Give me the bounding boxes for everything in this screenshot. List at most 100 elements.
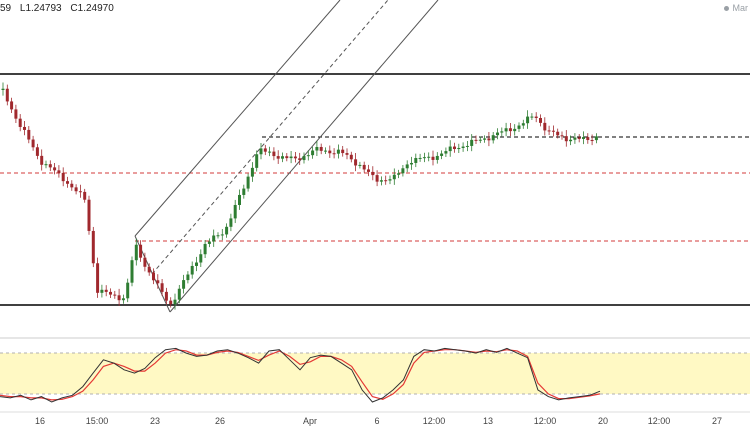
candle-body xyxy=(35,147,39,156)
candle-body xyxy=(57,170,61,173)
candle-body xyxy=(517,125,521,129)
candle-body xyxy=(379,180,383,182)
candle-body xyxy=(246,176,250,189)
candle-body xyxy=(328,150,332,154)
candle-body xyxy=(259,148,263,155)
candle-body xyxy=(392,174,396,180)
candle-body xyxy=(48,164,52,168)
candle-body xyxy=(147,266,151,273)
ohlc-readout: 59 L1.24793 C1.24970 xyxy=(0,3,120,14)
candle-body xyxy=(199,254,203,263)
candle-body xyxy=(444,151,448,154)
candle-body xyxy=(491,135,495,141)
time-label: 26 xyxy=(214,416,226,426)
candle-body xyxy=(96,263,100,293)
candle-body xyxy=(61,172,65,182)
time-label: 12:00 xyxy=(533,416,557,426)
candle-body xyxy=(164,291,168,301)
time-label: 16 xyxy=(34,416,46,426)
candle-body xyxy=(397,173,401,175)
candle-body xyxy=(160,283,164,292)
stochastic-band xyxy=(0,353,750,394)
candle-body xyxy=(349,154,353,160)
candle-body xyxy=(435,155,439,160)
candle-body xyxy=(478,139,482,141)
candle-body xyxy=(293,156,297,159)
candle-body xyxy=(539,117,542,123)
candle-body xyxy=(44,164,48,166)
candle-body xyxy=(569,139,573,142)
candle-body xyxy=(410,162,413,165)
candle-body xyxy=(582,137,585,139)
candle-body xyxy=(500,131,504,133)
candle-body xyxy=(229,218,233,227)
candle-body xyxy=(238,194,241,205)
candle-body xyxy=(109,291,112,295)
candle-body xyxy=(487,138,491,141)
candle-body xyxy=(5,88,9,102)
candle-body xyxy=(121,298,125,301)
candle-body xyxy=(130,260,134,283)
candle-body xyxy=(319,146,323,151)
candle-body xyxy=(521,123,525,126)
candle-body xyxy=(457,147,461,150)
candle-body xyxy=(354,159,358,166)
candle-body xyxy=(195,262,198,266)
candle-body xyxy=(508,128,512,132)
candle-body xyxy=(461,146,465,148)
time-label: 12:00 xyxy=(422,416,446,426)
candle-body xyxy=(384,180,388,182)
candle-body xyxy=(212,235,216,242)
candle-body xyxy=(573,137,577,140)
candle-body xyxy=(564,136,568,142)
candle-body xyxy=(285,156,289,159)
stochastic-k-line xyxy=(0,347,601,403)
candle-body xyxy=(345,153,349,155)
candle-body xyxy=(91,230,95,264)
time-label: 20 xyxy=(597,416,609,426)
market-status: Mar xyxy=(723,3,748,13)
candle-body xyxy=(276,156,280,159)
candle-body xyxy=(169,300,173,305)
candle-body xyxy=(289,156,293,159)
candle-body xyxy=(590,140,594,142)
candle-body xyxy=(216,235,220,237)
candle-body xyxy=(70,183,74,188)
candle-body xyxy=(66,181,69,184)
candle-body xyxy=(474,139,478,141)
candle-body xyxy=(534,116,538,118)
candlestick-series xyxy=(1,82,598,310)
candle-body xyxy=(53,167,57,171)
candle-body xyxy=(281,156,284,159)
candle-body xyxy=(556,131,560,136)
ohlc-high: 59 xyxy=(0,3,12,14)
candle-body xyxy=(530,116,534,118)
candle-body xyxy=(401,168,405,174)
candle-body xyxy=(23,126,26,130)
candle-body xyxy=(465,145,469,147)
candle-body xyxy=(156,280,160,284)
candle-body xyxy=(225,226,229,235)
candle-body xyxy=(427,156,431,158)
candle-body xyxy=(263,148,267,152)
candle-body xyxy=(431,156,435,160)
candle-body xyxy=(134,244,138,261)
time-label: 23 xyxy=(149,416,161,426)
candle-body xyxy=(440,153,444,156)
candle-body xyxy=(268,151,272,153)
candle-body xyxy=(371,171,375,176)
candle-body xyxy=(306,155,310,157)
candle-body xyxy=(586,137,590,141)
candle-body xyxy=(336,149,340,154)
candle-body xyxy=(547,130,551,132)
candle-body xyxy=(422,157,426,159)
candle-body xyxy=(182,280,186,289)
candle-body xyxy=(126,282,130,299)
candle-body xyxy=(315,146,319,151)
candle-body xyxy=(405,164,409,169)
candle-body xyxy=(332,153,336,155)
candle-body xyxy=(388,179,392,181)
candle-body xyxy=(483,138,487,140)
candle-body xyxy=(560,135,564,137)
